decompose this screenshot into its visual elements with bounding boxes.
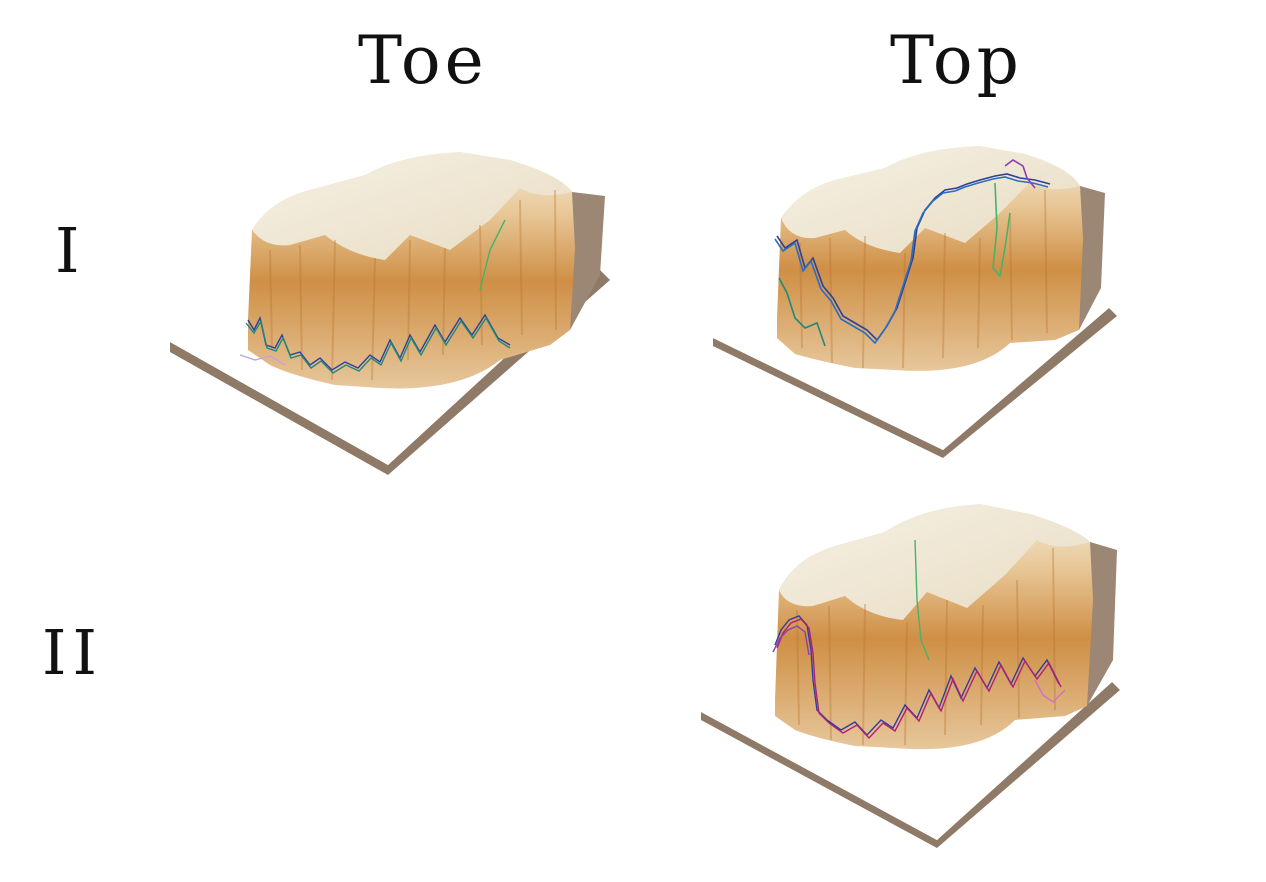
column-header-toe: Toe (358, 22, 488, 99)
cliff-model-top-I (713, 146, 1117, 458)
trace-line-5 (1034, 679, 1066, 703)
cliff-top (252, 152, 572, 260)
trace-line-1 (776, 173, 1051, 342)
trace-line-4 (239, 354, 286, 366)
trace-line-2 (776, 618, 1062, 740)
trace-line-2 (774, 176, 1049, 345)
cliff-model-top-II (701, 504, 1120, 848)
trace-line-1 (247, 313, 511, 371)
row-header-II: II (42, 616, 103, 689)
trace-line-4 (1004, 159, 1036, 189)
base-slab (701, 682, 1120, 848)
cliff-model-panel-top-I (705, 118, 1125, 463)
cliff-model-panel-top-II (695, 480, 1130, 852)
base-slab (713, 308, 1117, 458)
trace-line-4 (914, 539, 930, 661)
column-header-top: Top (890, 22, 1023, 99)
row-header-I: I (55, 214, 86, 287)
trace-line-2 (245, 316, 511, 374)
trace-line-3 (772, 625, 810, 656)
cliff-top (781, 146, 1080, 253)
cliff-top (779, 504, 1090, 620)
cliff-model-panel-toe-I (160, 130, 620, 495)
cliff-model-toe-I (170, 152, 610, 475)
empty-panel-toe-II (180, 500, 610, 860)
trace-line-3 (479, 219, 506, 291)
trace-line-5 (778, 277, 826, 347)
trace-line-3 (992, 182, 1011, 278)
